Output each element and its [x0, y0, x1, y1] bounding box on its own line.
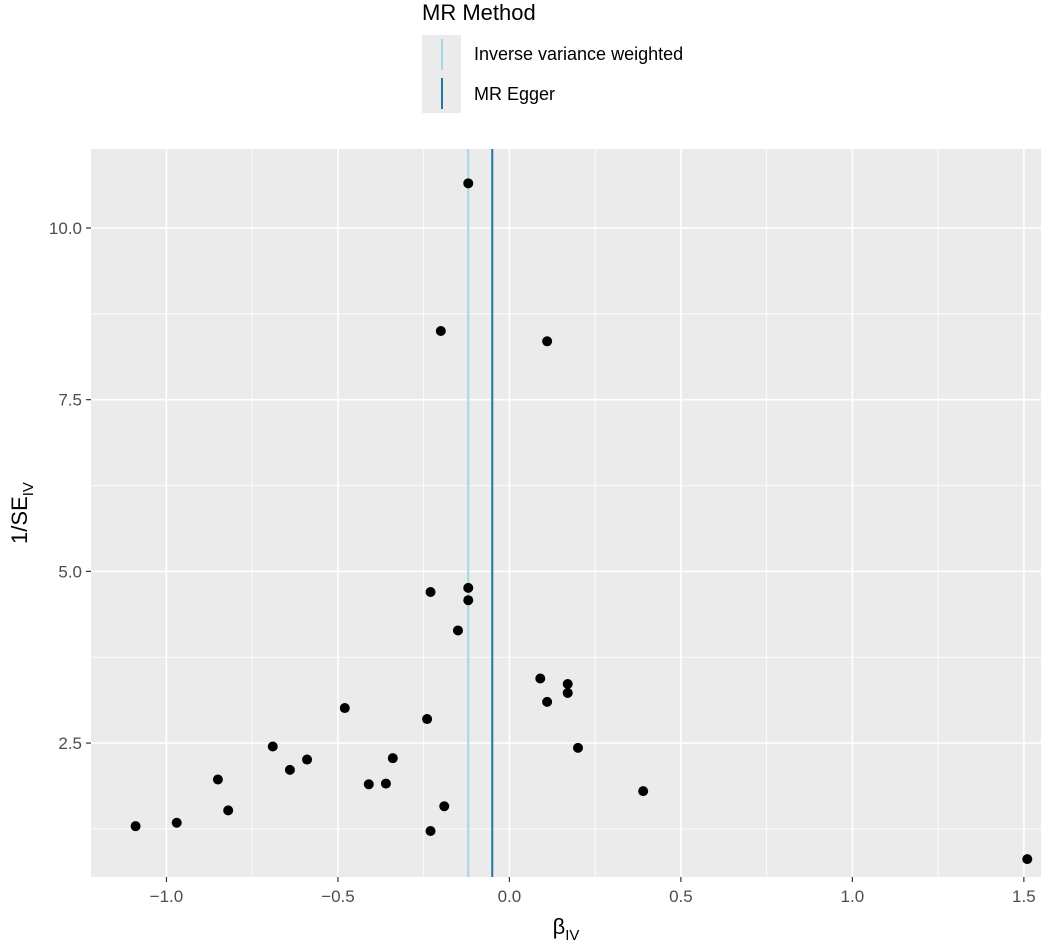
data-point — [363, 779, 374, 790]
data-point — [284, 764, 295, 775]
x-tick-label: 1.5 — [1012, 887, 1036, 906]
data-point — [425, 825, 436, 836]
data-point — [463, 582, 474, 593]
x-tick-label: 1.0 — [841, 887, 865, 906]
data-point — [380, 778, 391, 789]
data-point — [573, 742, 584, 753]
data-point — [171, 817, 182, 828]
x-axis-title-main: β — [553, 914, 566, 939]
method-lines — [467, 149, 494, 877]
x-axis-title: βIV — [553, 914, 580, 941]
data-point — [463, 595, 474, 606]
data-point — [542, 336, 553, 347]
data-point — [542, 696, 553, 707]
x-axis: −1.0 −0.5 0.0 0.5 1.0 1.5 — [150, 877, 1036, 906]
data-point — [267, 741, 278, 752]
legend-title: MR Method — [422, 0, 536, 25]
data-point — [387, 753, 398, 764]
data-point — [435, 326, 446, 336]
plot-panel — [91, 149, 1041, 877]
data-point — [638, 786, 649, 797]
y-tick-label: 7.5 — [58, 391, 82, 410]
legend-key-egger-line — [441, 78, 443, 109]
data-point — [463, 178, 474, 189]
panel-background — [91, 149, 1041, 877]
data-point — [422, 714, 433, 725]
legend-label-ivw: Inverse variance weighted — [474, 44, 684, 64]
legend-key-egger — [422, 74, 461, 113]
legend-label-egger: MR Egger — [474, 84, 556, 104]
y-axis: 2.5 5.0 7.5 10.0 — [49, 219, 91, 753]
y-axis-title-main: 1/SE — [7, 496, 32, 544]
y-tick-label: 10.0 — [49, 219, 82, 238]
data-point — [1022, 854, 1033, 865]
y-axis-title-sub: IV — [20, 482, 37, 496]
y-tick-label: 5.0 — [58, 562, 82, 581]
x-tick-label: −1.0 — [150, 887, 184, 906]
x-tick-label: −0.5 — [321, 887, 355, 906]
data-point — [439, 801, 450, 812]
y-tick-label: 2.5 — [58, 734, 82, 753]
data-point — [223, 805, 234, 816]
legend-key-ivw — [422, 35, 461, 74]
y-axis-title: 1/SEIV — [7, 482, 37, 544]
x-tick-label: 0.5 — [669, 887, 693, 906]
data-points — [130, 178, 1033, 865]
data-point — [535, 673, 546, 684]
data-point — [562, 687, 573, 698]
x-axis-title-sub: IV — [565, 927, 579, 941]
data-point — [562, 679, 573, 690]
data-point — [212, 774, 223, 785]
data-point — [452, 625, 463, 636]
x-tick-label: 0.0 — [498, 887, 522, 906]
data-point — [425, 586, 436, 597]
data-point — [339, 703, 350, 714]
data-point — [302, 754, 313, 765]
data-point — [130, 821, 141, 832]
legend-key-ivw-line — [441, 39, 443, 70]
